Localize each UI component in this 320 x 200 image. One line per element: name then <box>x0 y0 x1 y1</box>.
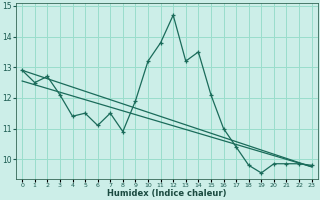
X-axis label: Humidex (Indice chaleur): Humidex (Indice chaleur) <box>107 189 227 198</box>
